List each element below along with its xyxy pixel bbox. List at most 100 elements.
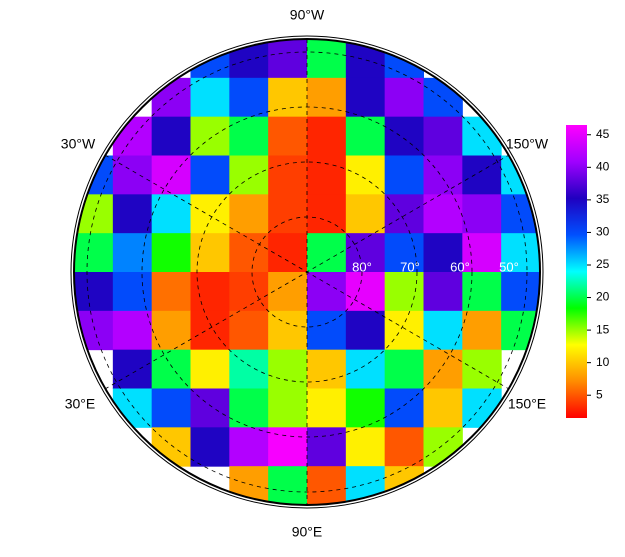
raster-cell [423, 233, 463, 273]
raster-cell [190, 39, 230, 79]
raster-cell [112, 349, 153, 389]
raster-cell [462, 310, 502, 351]
latitude-label: 70° [400, 259, 420, 274]
raster [74, 39, 540, 505]
colorbar-tick-label: 5 [596, 387, 603, 401]
raster-cell [268, 233, 308, 273]
raster-cell [307, 466, 347, 505]
raster-cell [268, 466, 308, 505]
raster-cell [190, 77, 230, 118]
raster-cell [345, 155, 386, 195]
latitude-label: 80° [352, 259, 372, 274]
raster-cell [462, 194, 502, 234]
raster-cell [268, 39, 308, 79]
raster-cell [229, 272, 269, 312]
raster-cell [345, 466, 386, 505]
raster-cell [190, 194, 230, 234]
latitude-circle [86, 51, 528, 493]
raster-cell [268, 77, 308, 118]
raster-cell [345, 388, 386, 428]
raster-cell [423, 388, 463, 428]
raster-cell [112, 194, 153, 234]
raster-cell [229, 39, 269, 79]
raster-cell [190, 388, 230, 428]
raster-cell [501, 194, 540, 234]
raster-cell [384, 155, 424, 195]
raster-cell [384, 272, 424, 312]
colorbar [566, 125, 587, 418]
raster-cell [190, 272, 230, 312]
longitude-label: 30°E [65, 396, 96, 412]
raster-cell [345, 233, 386, 273]
raster-cell [229, 388, 269, 428]
raster-cell [384, 349, 424, 389]
raster-cell [345, 349, 386, 389]
raster-cell [190, 233, 230, 273]
map-border [70, 35, 544, 509]
longitude-label: 150°W [506, 136, 549, 152]
raster-cell [268, 388, 308, 428]
raster-cell [151, 388, 191, 428]
raster-cell [462, 155, 502, 195]
raster-cell [229, 194, 269, 234]
raster-cell [268, 349, 308, 389]
colorbar-tick-label: 30 [596, 225, 610, 239]
raster-cell [384, 310, 424, 351]
colorbar-tick-label: 15 [596, 322, 610, 336]
raster-cell [307, 310, 347, 351]
raster-cell [268, 194, 308, 234]
raster-cell [345, 272, 386, 312]
raster-cell [151, 116, 191, 156]
raster-cell [151, 233, 191, 273]
raster-cell [307, 349, 347, 389]
raster-cell [151, 194, 191, 234]
colorbar-tick-label: 40 [596, 159, 610, 173]
raster-cell [423, 272, 463, 312]
raster-cell [345, 116, 386, 156]
raster-cell [268, 310, 308, 351]
raster-cell [190, 155, 230, 195]
raster-cell [229, 116, 269, 156]
raster-cell [268, 116, 308, 156]
raster-cell [112, 272, 153, 312]
meridian [104, 154, 510, 390]
latitude-circle [196, 161, 418, 383]
raster-cell [229, 155, 269, 195]
latitude-label: 50° [499, 259, 519, 274]
raster-cell [423, 310, 463, 351]
raster-cell [151, 155, 191, 195]
colorbar-tick-label: 35 [596, 192, 610, 206]
raster-cell [307, 155, 347, 195]
raster-cell [190, 427, 230, 467]
raster-cell [307, 77, 347, 118]
raster-cell [501, 310, 540, 351]
raster-cell [384, 427, 424, 467]
raster-cell [190, 349, 230, 389]
raster-cell [384, 77, 424, 118]
colorbar-tick-label: 45 [596, 127, 610, 141]
raster-cell [229, 427, 269, 467]
raster-cell [423, 155, 463, 195]
raster-cell [268, 427, 308, 467]
raster-cell [462, 349, 502, 389]
raster-cell [229, 310, 269, 351]
raster-cell [384, 466, 424, 505]
longitude-label: 150°E [508, 396, 546, 412]
raster-cell [384, 39, 424, 79]
latitude-label: 60° [450, 259, 470, 274]
raster-cell [345, 194, 386, 234]
raster-cell [229, 466, 269, 505]
colorbar-tick-label: 20 [596, 290, 610, 304]
raster-cell [112, 155, 153, 195]
raster-cell [345, 39, 386, 79]
map-border [73, 38, 541, 506]
raster-cell [190, 116, 230, 156]
raster-cell [345, 427, 386, 467]
raster-cell [74, 310, 114, 351]
raster-cell [307, 116, 347, 156]
raster-cell [384, 194, 424, 234]
raster-cell [151, 310, 191, 351]
raster-cell [268, 155, 308, 195]
raster-cell [74, 233, 114, 273]
